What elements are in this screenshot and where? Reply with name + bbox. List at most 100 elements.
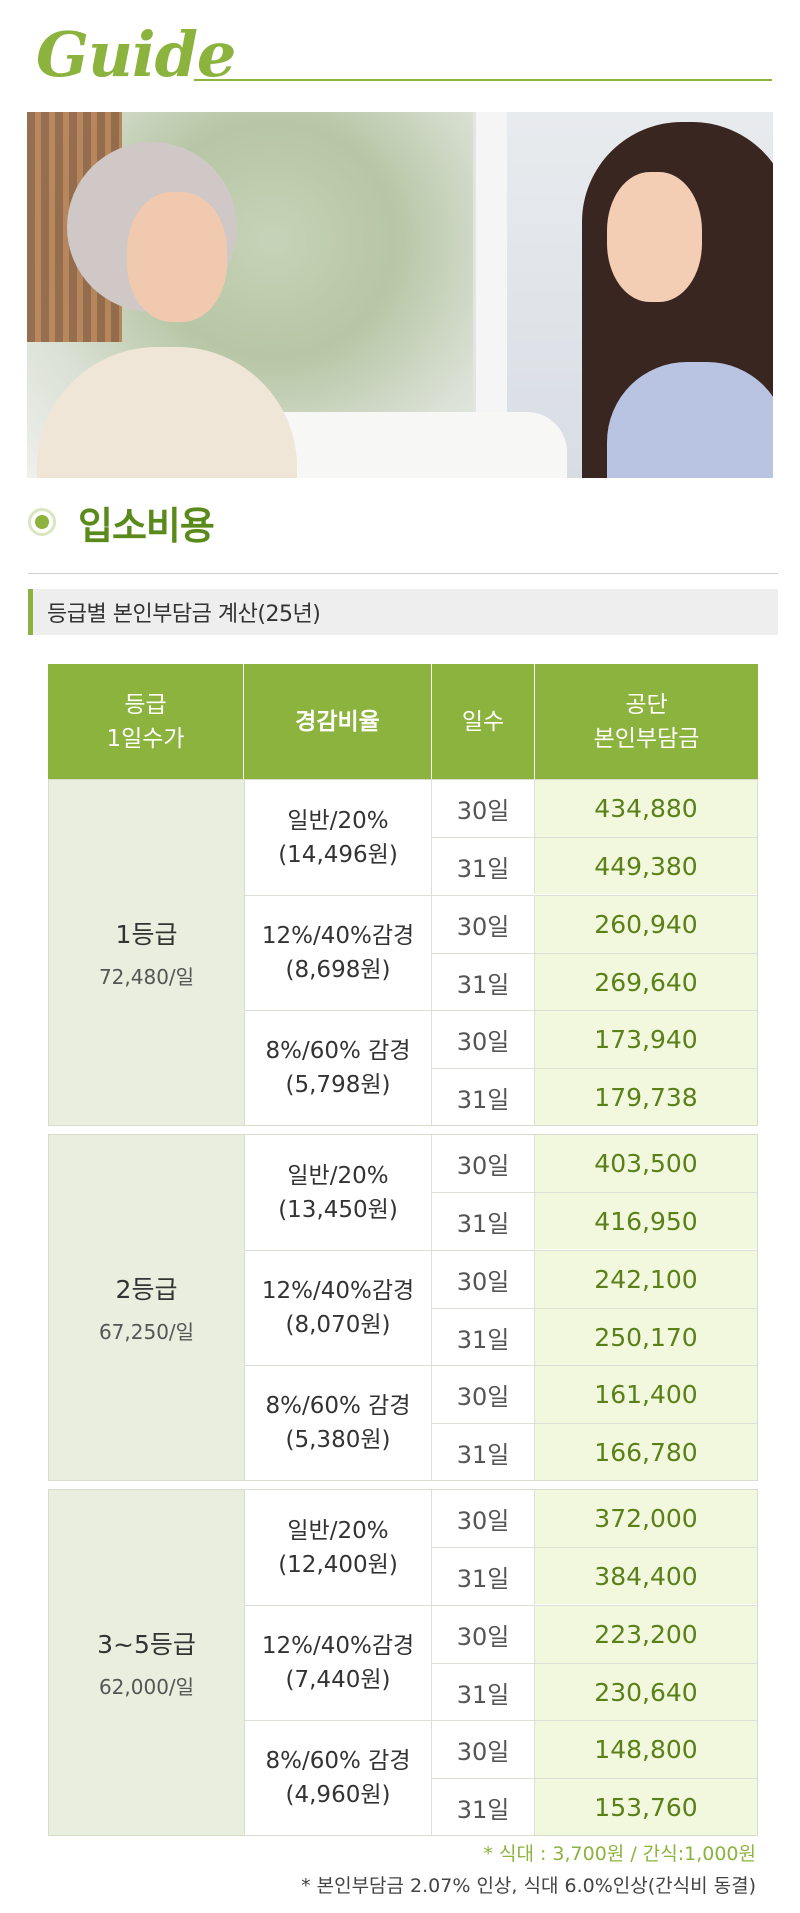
table-row: 30일 173,940 xyxy=(432,1011,757,1068)
rate-label: 8%/60% 감경 (4,960원) xyxy=(245,1721,432,1835)
days-cell: 30일 xyxy=(432,1606,535,1663)
rate-label: 일반/20% (13,450원) xyxy=(245,1135,432,1250)
amount-cell: 161,400 xyxy=(535,1366,757,1423)
days-cell: 30일 xyxy=(432,1490,535,1547)
amount-cell: 223,200 xyxy=(535,1606,757,1663)
section-title: 입소비용 xyxy=(28,500,215,548)
table-header: 등급 1일수가 경감비율 일수 공단 본인부담금 xyxy=(48,664,758,779)
table-row: 30일 223,200 xyxy=(432,1606,757,1663)
rate-name: 12%/40%감경 xyxy=(261,923,415,949)
days-cell: 31일 xyxy=(432,838,535,894)
amount-cell: 179,738 xyxy=(535,1069,757,1125)
rate-block: 일반/20% (13,450원) 30일 403,500 31일 416,950 xyxy=(245,1135,757,1250)
amount-cell: 148,800 xyxy=(535,1721,757,1778)
header-rate: 경감비율 xyxy=(244,664,432,779)
table-row: 31일 250,170 xyxy=(432,1308,757,1365)
grade-name: 2등급 xyxy=(115,1275,178,1304)
amount-cell: 416,950 xyxy=(535,1193,757,1249)
days-cell: 31일 xyxy=(432,1779,535,1835)
header-days: 일수 xyxy=(432,664,535,779)
amount-cell: 173,940 xyxy=(535,1011,757,1068)
footnotes: * 식대 : 3,700원 / 간식:1,000원 * 본인부담금 2.07% … xyxy=(301,1838,756,1902)
rate-daily: (5,380원) xyxy=(285,1427,391,1453)
days-cell: 30일 xyxy=(432,1011,535,1068)
rate-block: 일반/20% (14,496원) 30일 434,880 31일 449,380 xyxy=(245,780,757,895)
rate-block: 12%/40%감경 (7,440원) 30일 223,200 31일 230,6… xyxy=(245,1605,757,1720)
header-grade-line1: 등급 xyxy=(124,691,167,718)
table-row: 31일 269,640 xyxy=(432,953,757,1010)
days-cell: 30일 xyxy=(432,1366,535,1423)
days-cell: 30일 xyxy=(432,896,535,953)
rate-block: 8%/60% 감경 (5,380원) 30일 161,400 31일 166,7… xyxy=(245,1365,757,1480)
days-cell: 31일 xyxy=(432,1309,535,1365)
table-row: 31일 449,380 xyxy=(432,837,757,894)
rate-name: 8%/60% 감경 xyxy=(265,1038,411,1064)
rate-daily: (4,960원) xyxy=(285,1782,391,1808)
rate-block: 8%/60% 감경 (5,798원) 30일 173,940 31일 179,7… xyxy=(245,1010,757,1125)
amount-cell: 166,780 xyxy=(535,1424,757,1480)
amount-cell: 153,760 xyxy=(535,1779,757,1835)
subheading-text: 등급별 본인부담금 계산(25년) xyxy=(47,602,321,627)
rate-label: 일반/20% (12,400원) xyxy=(245,1490,432,1605)
rate-name: 일반/20% xyxy=(287,1517,389,1544)
photo-young-face xyxy=(607,172,702,302)
rate-daily: (7,440원) xyxy=(285,1667,391,1693)
divider xyxy=(28,573,778,574)
rate-daily: (13,450원) xyxy=(278,1196,398,1223)
table-row: 31일 153,760 xyxy=(432,1778,757,1835)
days-cell: 31일 xyxy=(432,1548,535,1604)
days-cell: 31일 xyxy=(432,1664,535,1720)
table-row: 30일 372,000 xyxy=(432,1490,757,1547)
guide-header: Guide xyxy=(36,20,772,90)
amount-cell: 434,880 xyxy=(535,780,757,837)
hero-photo xyxy=(27,112,773,478)
rate-daily: (8,070원) xyxy=(285,1312,391,1338)
days-cell: 30일 xyxy=(432,1251,535,1308)
photo-young-body xyxy=(607,362,773,478)
table-row: 30일 260,940 xyxy=(432,896,757,953)
rate-block: 12%/40%감경 (8,698원) 30일 260,940 31일 269,6… xyxy=(245,895,757,1010)
days-cell: 31일 xyxy=(432,1193,535,1249)
rate-block: 8%/60% 감경 (4,960원) 30일 148,800 31일 153,7… xyxy=(245,1720,757,1835)
grade-cell: 3~5등급 62,000/일 xyxy=(49,1490,245,1835)
grade-daily-price: 67,250/일 xyxy=(98,1320,195,1344)
rate-label: 8%/60% 감경 (5,380원) xyxy=(245,1366,432,1480)
days-cell: 31일 xyxy=(432,954,535,1010)
header-amount-line1: 공단 xyxy=(625,691,668,718)
header-amount: 공단 본인부담금 xyxy=(535,664,758,779)
rate-name: 8%/60% 감경 xyxy=(265,1393,411,1419)
grade-cell: 2등급 67,250/일 xyxy=(49,1135,245,1480)
grade-cell: 1등급 72,480/일 xyxy=(49,780,245,1125)
rate-name: 12%/40%감경 xyxy=(261,1633,415,1659)
grade-group: 1등급 72,480/일 일반/20% (14,496원) 30일 434,88… xyxy=(48,779,758,1126)
footnote-meal: * 식대 : 3,700원 / 간식:1,000원 xyxy=(483,1843,756,1865)
footnote-increase: * 본인부담금 2.07% 인상, 식대 6.0%인상(간식비 동결) xyxy=(301,1875,756,1897)
grade-daily-price: 62,000/일 xyxy=(98,1675,195,1699)
days-cell: 31일 xyxy=(432,1069,535,1125)
rate-label: 12%/40%감경 (7,440원) xyxy=(245,1606,432,1720)
photo-elder-face xyxy=(127,192,227,322)
header-amount-line2: 본인부담금 xyxy=(593,725,700,752)
table-row: 31일 384,400 xyxy=(432,1547,757,1604)
subheading-accent xyxy=(28,589,33,635)
amount-cell: 372,000 xyxy=(535,1490,757,1547)
rate-daily: (14,496원) xyxy=(278,841,398,868)
table-row: 30일 434,880 xyxy=(432,780,757,837)
rate-name: 8%/60% 감경 xyxy=(265,1748,411,1774)
rate-label: 일반/20% (14,496원) xyxy=(245,780,432,895)
amount-cell: 449,380 xyxy=(535,838,757,894)
table-row: 31일 230,640 xyxy=(432,1663,757,1720)
table-row: 30일 403,500 xyxy=(432,1135,757,1192)
days-cell: 31일 xyxy=(432,1424,535,1480)
rate-block: 일반/20% (12,400원) 30일 372,000 31일 384,400 xyxy=(245,1490,757,1605)
amount-cell: 242,100 xyxy=(535,1251,757,1308)
grade-daily-price: 72,480/일 xyxy=(98,965,195,989)
table-row: 31일 179,738 xyxy=(432,1068,757,1125)
rate-daily: (8,698원) xyxy=(285,957,391,983)
guide-underline xyxy=(194,79,772,81)
table-row: 31일 416,950 xyxy=(432,1192,757,1249)
rate-block: 12%/40%감경 (8,070원) 30일 242,100 31일 250,1… xyxy=(245,1250,757,1365)
header-grade: 등급 1일수가 xyxy=(48,664,244,779)
header-grade-line2: 1일수가 xyxy=(106,725,185,752)
table-row: 30일 161,400 xyxy=(432,1366,757,1423)
